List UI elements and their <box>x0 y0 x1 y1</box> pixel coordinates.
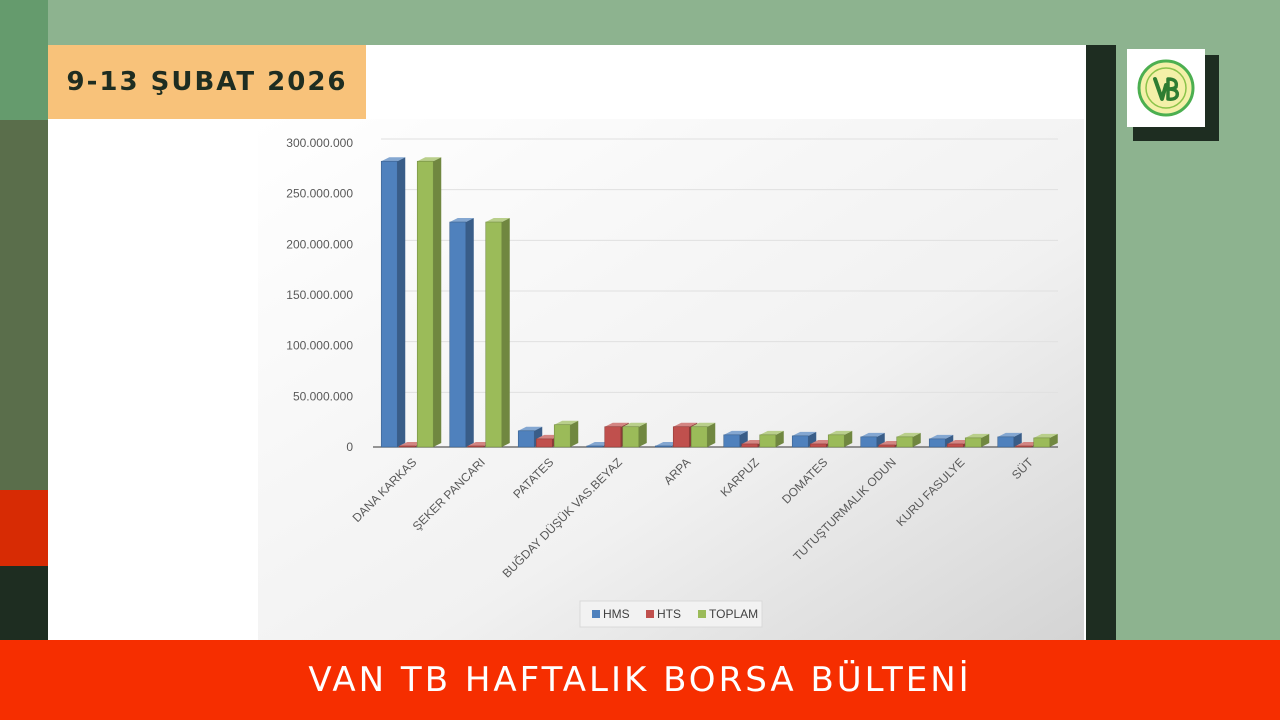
footer-title: VAN TB HAFTALIK BORSA BÜLTENİ <box>308 660 972 700</box>
bar-toplam <box>759 430 784 448</box>
footer-banner: VAN TB HAFTALIK BORSA BÜLTENİ <box>0 640 1280 720</box>
legend-label: TOPLAM <box>709 607 758 621</box>
legend-swatch <box>698 610 706 618</box>
bar-chart: 0 50.000.000 100.000.000 150.000.000 200.000… <box>258 119 1084 640</box>
y-tick-label: 300.000.000 <box>286 136 353 150</box>
van-tb-logo-icon <box>1137 59 1195 117</box>
date-label: 9-13 ŞUBAT 2026 <box>66 67 348 97</box>
bar-hms <box>449 218 474 448</box>
y-tick-label: 250.000.000 <box>286 187 353 201</box>
legend <box>579 600 763 628</box>
bar-toplam <box>553 420 579 448</box>
bar-toplam <box>485 218 510 448</box>
logo <box>1127 49 1205 127</box>
left-strip-olive <box>0 120 48 490</box>
left-strip-red <box>0 490 48 566</box>
bar-toplam <box>1033 433 1058 448</box>
bar-hms <box>723 430 748 448</box>
panel-shadow <box>1086 45 1116 640</box>
date-badge: 9-13 ŞUBAT 2026 <box>48 45 366 119</box>
y-tick-label: 100.000.000 <box>286 339 353 353</box>
y-tick-label: 50.000.000 <box>293 389 353 403</box>
y-tick-label: 150.000.000 <box>286 288 353 302</box>
bar-hms <box>380 157 406 448</box>
bar-toplam <box>827 430 853 448</box>
bar-toplam <box>690 422 716 448</box>
green-top-band <box>48 0 1116 45</box>
bar-hms <box>997 432 1022 448</box>
legend-label: HTS <box>657 607 681 621</box>
left-strip-green <box>0 0 48 120</box>
legend-swatch <box>646 610 654 618</box>
y-tick-label: 200.000.000 <box>286 237 353 251</box>
y-tick-label: 0 <box>346 440 353 454</box>
bar-toplam <box>416 157 442 448</box>
bar-toplam <box>964 433 990 448</box>
bar-toplam <box>622 422 647 448</box>
chart-area: 0 50.000.000 100.000.000 150.000.000 200.000… <box>258 119 1084 640</box>
bar-toplam <box>896 432 921 448</box>
legend-label: HMS <box>603 607 630 621</box>
legend-swatch <box>592 610 600 618</box>
